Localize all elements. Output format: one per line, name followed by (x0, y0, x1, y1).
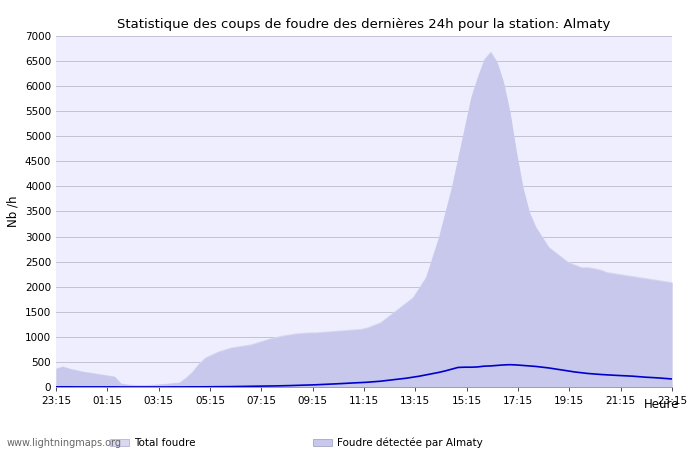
Text: www.lightningmaps.org: www.lightningmaps.org (7, 438, 122, 448)
Title: Statistique des coups de foudre des dernières 24h pour la station: Almaty: Statistique des coups de foudre des dern… (118, 18, 610, 31)
Y-axis label: Nb /h: Nb /h (6, 196, 20, 227)
Text: Heure: Heure (643, 398, 679, 411)
Legend: Total foudre, Moyenne de toutes les stations, Foudre détectée par Almaty: Total foudre, Moyenne de toutes les stat… (111, 438, 483, 450)
